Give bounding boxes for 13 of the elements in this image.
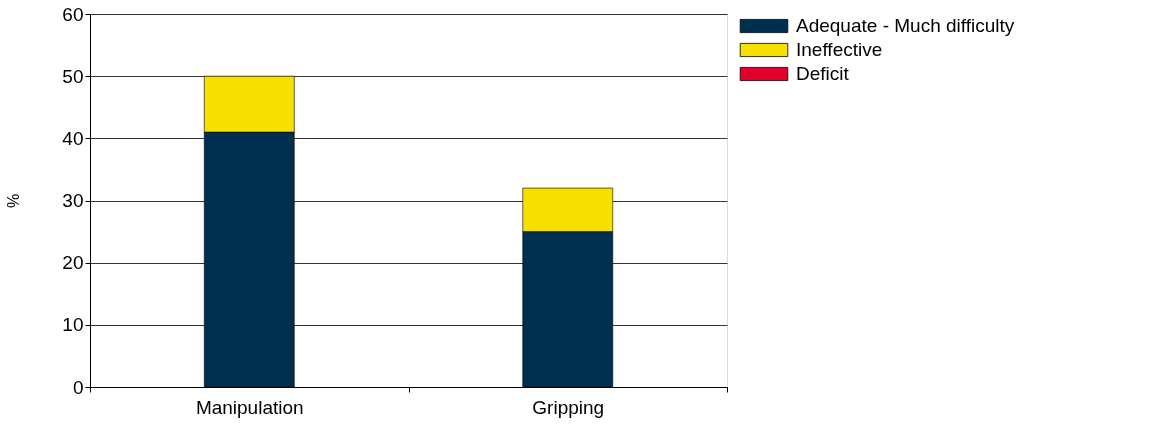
legend-label: Adequate - Much difficulty: [796, 15, 1015, 36]
legend-label: Deficit: [796, 63, 850, 84]
y-axis-title: %: [5, 193, 23, 209]
y-tick-label: 60: [62, 3, 84, 25]
y-tick-label: 20: [62, 252, 84, 274]
y-tick-label: 0: [72, 376, 84, 398]
y-tick-label: 50: [62, 65, 84, 87]
legend-label: Ineffective: [796, 39, 883, 60]
x-tick-label: Manipulation: [195, 396, 304, 418]
x-tick-label: Gripping: [532, 396, 605, 418]
y-tick-label: 10: [62, 314, 84, 336]
y-tick-label: 30: [62, 190, 84, 211]
y-tick-label: 40: [62, 127, 84, 149]
